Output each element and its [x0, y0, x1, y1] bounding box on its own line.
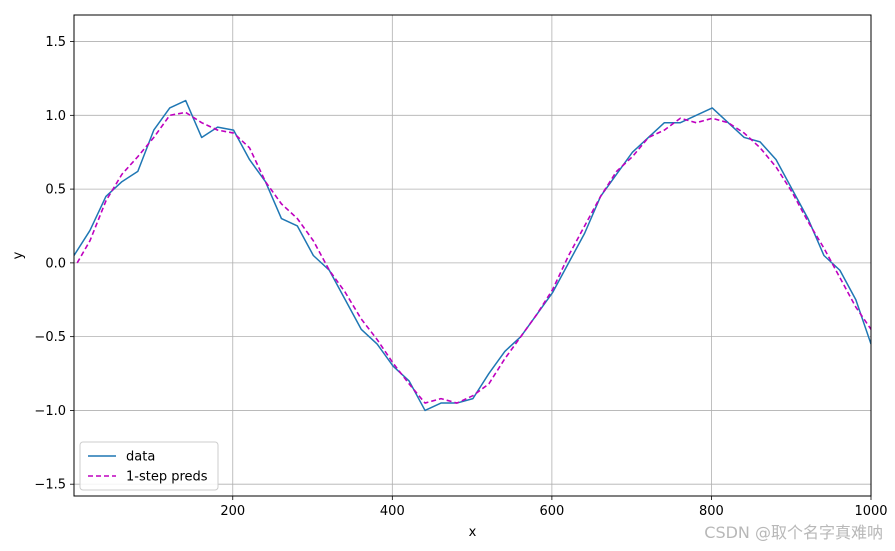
y-axis-title: y [11, 251, 26, 259]
legend-label-preds: 1-step preds [126, 470, 208, 485]
x-tick-label: 600 [539, 504, 564, 519]
series-line-data [74, 99, 871, 412]
x-tick-label: 800 [699, 504, 724, 519]
x-tick-label: 400 [380, 504, 405, 519]
legend-box [79, 441, 219, 491]
ticks: 200 400 600 800 1000 −1.5 −1.0 −0.5 0.0 0.5 1.0 1.5 [34, 35, 887, 519]
y-tick-label: 1.0 [45, 109, 66, 124]
series-layer [74, 99, 871, 412]
y-tick-label: 0.5 [45, 183, 66, 198]
x-axis-title: x [469, 525, 477, 540]
legend-label-data: data [126, 450, 155, 465]
y-tick-label: −1.0 [34, 404, 66, 419]
y-tick-label: −1.5 [34, 478, 66, 493]
plot-frame [73, 14, 872, 497]
grid [74, 15, 872, 496]
watermark: CSDN @取个名字真难呐 [704, 523, 883, 542]
y-tick-label: 0.0 [45, 256, 66, 271]
series-line-preds [76, 111, 871, 404]
y-tick-label: −0.5 [34, 330, 66, 345]
legend: data 1-step preds [79, 441, 219, 491]
y-tick-label: 1.5 [45, 35, 66, 50]
x-tick-label: 1000 [854, 504, 887, 519]
x-tick-label: 200 [220, 504, 245, 519]
